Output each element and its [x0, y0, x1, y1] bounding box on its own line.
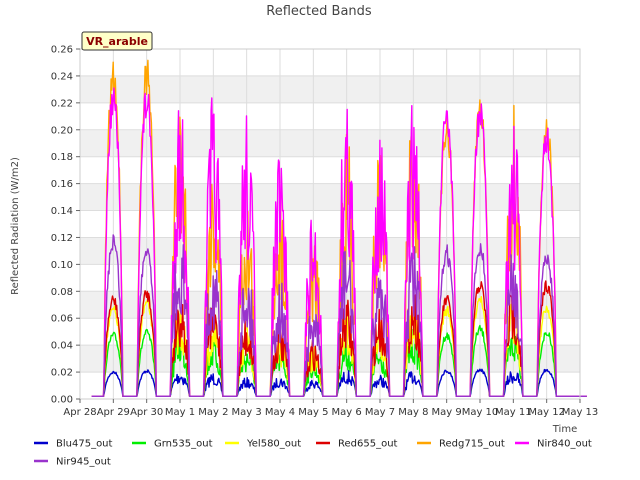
x-tick-label: May 12 — [528, 407, 565, 418]
grid-band — [80, 345, 580, 373]
x-tick-label: May 9 — [432, 407, 462, 418]
x-tick-label: May 10 — [462, 407, 499, 418]
legend-label: Red655_out — [338, 439, 398, 450]
x-tick-label: May 5 — [298, 407, 328, 418]
x-tick-label: Apr 29 — [97, 407, 130, 418]
x-tick-label: May 11 — [495, 407, 532, 418]
x-tick-label: May 13 — [562, 407, 599, 418]
badge-text: VR_arable — [86, 35, 148, 48]
legend-label: Yel580_out — [246, 439, 301, 450]
legend-label: Blu475_out — [56, 439, 113, 450]
grid-bands — [80, 75, 580, 373]
plot-frame — [79, 48, 581, 400]
y-tick-label: 0.08 — [51, 287, 73, 298]
x-tick-label: Apr 30 — [130, 407, 163, 418]
x-tick-label: Apr 28 — [63, 407, 96, 418]
y-tick-label: 0.04 — [51, 341, 73, 352]
grid-band — [80, 237, 580, 265]
y-tick-label: 0.18 — [51, 152, 73, 163]
y-tick-label: 0.10 — [51, 260, 73, 271]
y-tick-label: 0.16 — [51, 179, 73, 190]
x-tick-label: May 7 — [365, 407, 395, 418]
grid-band — [80, 291, 580, 319]
x-tick-label: May 1 — [165, 407, 195, 418]
grid-band — [80, 75, 580, 103]
legend-label: Nir945_out — [56, 457, 111, 468]
x-tick-label: May 4 — [265, 407, 295, 418]
y-tick-label: 0.22 — [51, 98, 73, 109]
grid-band — [80, 183, 580, 211]
x-tick-label: May 3 — [232, 407, 262, 418]
y-tick-label: 0.24 — [51, 71, 73, 82]
y-tick-label: 0.06 — [51, 314, 73, 325]
legend-label: Grn535_out — [154, 439, 213, 450]
y-axis-label: Reflected Radiation (W/m2) — [10, 157, 21, 295]
plot-background — [80, 49, 580, 399]
badge-box — [81, 31, 153, 51]
grid-band — [80, 129, 580, 157]
x-axis-label: Time — [552, 424, 577, 435]
y-tick-label: 0.00 — [51, 395, 73, 406]
x-tick-label: May 2 — [198, 407, 228, 418]
chart-title: Reflected Bands — [266, 4, 372, 19]
legend: Blu475_out Grn535_out Yel580_out Red655_out… — [34, 439, 592, 468]
x-tick-label: May 8 — [398, 407, 428, 418]
x-tick-label: May 6 — [332, 407, 362, 418]
y-axis-ticks: 0.00 0.02 0.04 0.06 0.08 0.10 0.12 0.14 0.16 0.18… — [51, 45, 80, 406]
series-layer — [91, 59, 587, 397]
legend-label: Nir840_out — [537, 439, 592, 450]
y-tick-label: 0.26 — [51, 45, 73, 56]
y-tick-label: 0.14 — [51, 206, 73, 217]
legend-label: Redg715_out — [439, 439, 505, 450]
y-tick-label: 0.12 — [51, 233, 73, 244]
y-tick-label: 0.02 — [51, 368, 73, 379]
series-line-Nir945_out — [91, 234, 587, 397]
y-tick-label: 0.20 — [51, 125, 73, 136]
x-axis-ticks: Apr 28 Apr 29 Apr 30 May 1 May 2 May 3 May 4 Ma… — [63, 399, 598, 418]
badge: VR_arable — [81, 31, 153, 51]
